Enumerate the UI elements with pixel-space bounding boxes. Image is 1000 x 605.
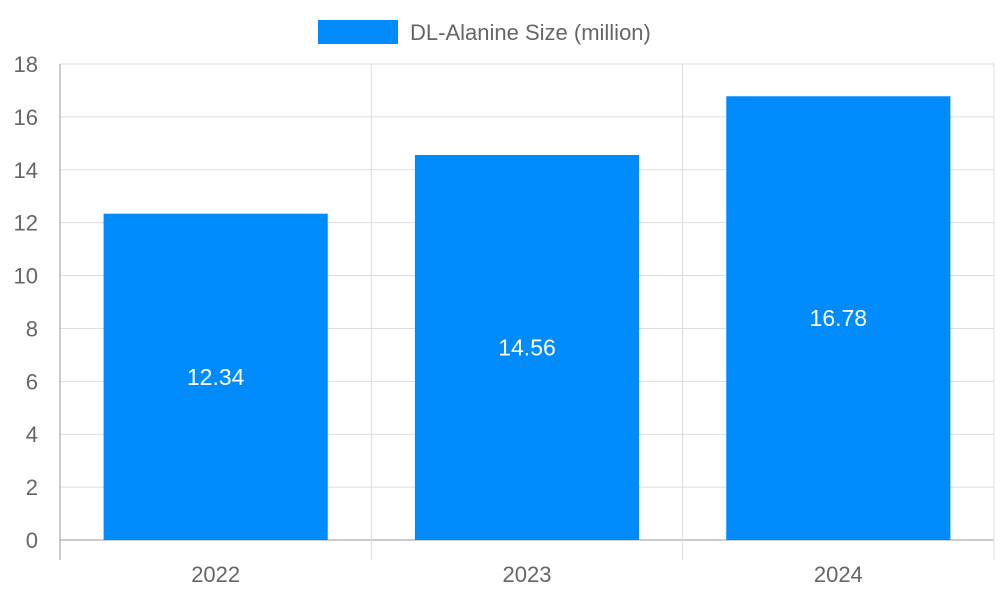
- bar: [414, 154, 640, 541]
- x-tick-label: 2024: [814, 562, 863, 587]
- data-label: 16.78: [810, 305, 868, 331]
- y-tick-label: 0: [26, 528, 38, 553]
- bar: [726, 96, 951, 541]
- data-label: 12.34: [187, 364, 245, 390]
- y-tick-label: 6: [26, 369, 38, 394]
- data-label: 14.56: [498, 334, 556, 360]
- legend-swatch: [318, 20, 398, 44]
- y-tick-label: 8: [26, 316, 38, 341]
- y-tick-label: 10: [14, 264, 38, 289]
- y-tick-label: 16: [14, 105, 38, 130]
- x-tick-label: 2022: [191, 562, 240, 587]
- y-tick-label: 4: [26, 422, 38, 447]
- y-tick-label: 14: [14, 158, 38, 183]
- y-tick-label: 18: [14, 52, 38, 77]
- bars: 12.34 14.56 16.78: [103, 96, 951, 541]
- legend[interactable]: DL-Alanine Size (million): [318, 20, 651, 45]
- legend-label: DL-Alanine Size (million): [410, 20, 651, 45]
- axes: 0 2 4 6 8 10 12 14 16 18 2022 2023 2024: [14, 52, 863, 587]
- y-tick-label: 2: [26, 475, 38, 500]
- y-tick-label: 12: [14, 211, 38, 236]
- bar: [103, 213, 328, 541]
- x-tick-label: 2023: [503, 562, 552, 587]
